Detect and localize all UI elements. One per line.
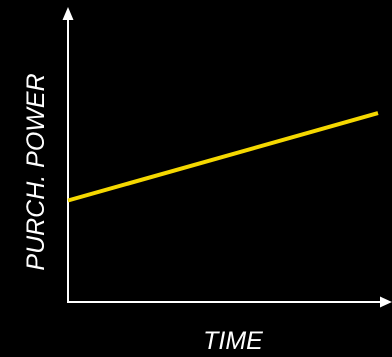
x-axis-arrowhead (380, 296, 392, 308)
x-axis (67, 296, 392, 308)
x-axis-label: TIME (203, 327, 263, 355)
y-axis (62, 7, 74, 303)
series-line-0 (67, 111, 379, 203)
y-axis-label: PURCH. POWER (22, 73, 50, 270)
y-axis-arrowhead (62, 7, 74, 20)
series-layer (67, 111, 379, 203)
